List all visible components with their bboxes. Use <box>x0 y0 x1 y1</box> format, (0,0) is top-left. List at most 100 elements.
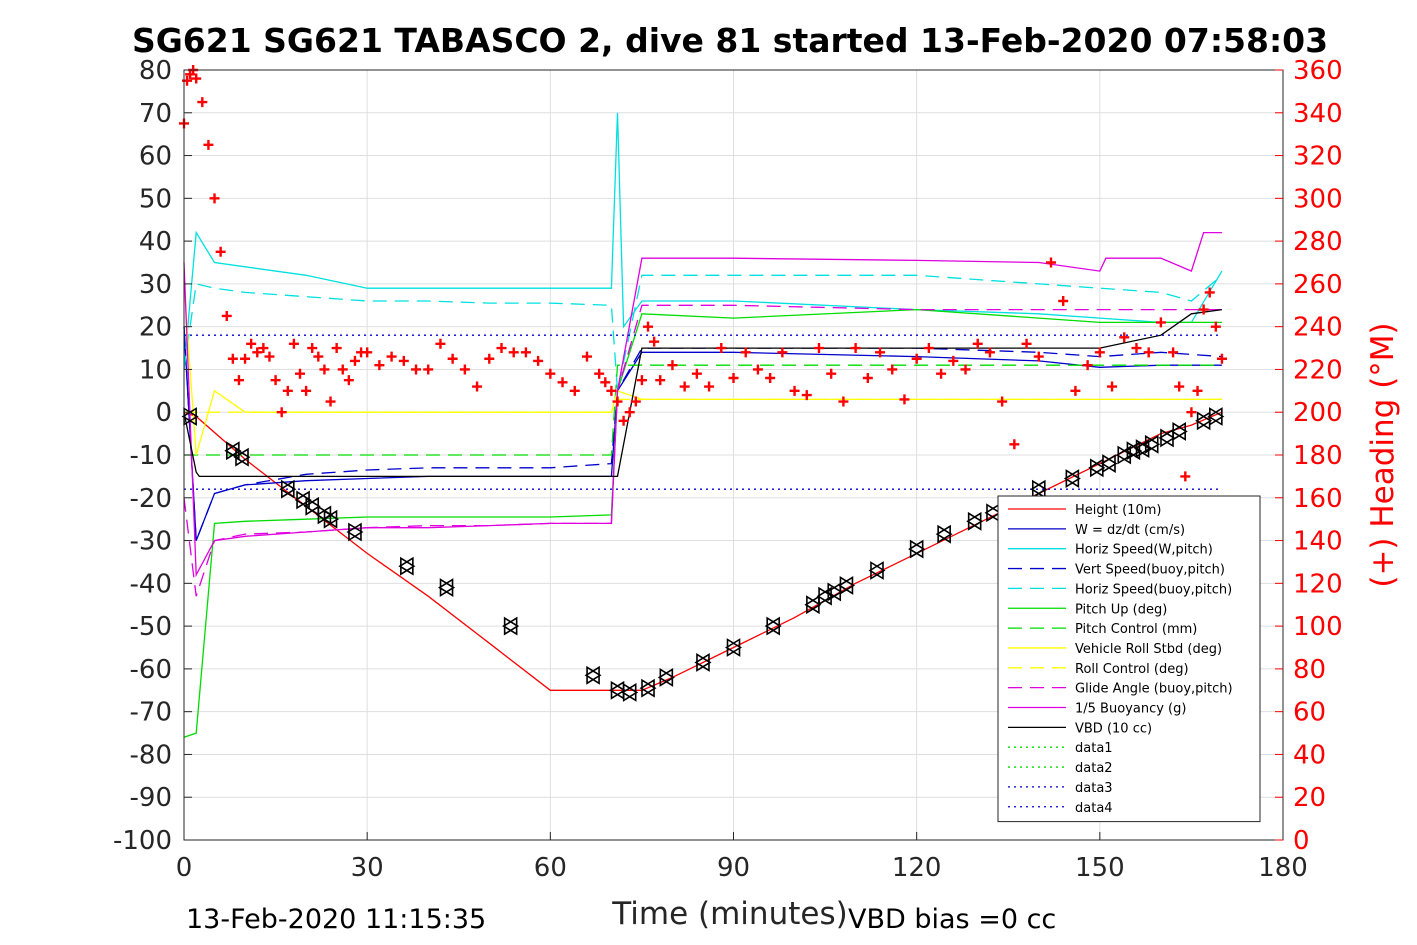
heading-marker <box>533 355 544 366</box>
heading-marker <box>215 246 226 257</box>
height-marker-right <box>1102 454 1118 473</box>
y-tick-label: 40 <box>139 227 172 257</box>
y-right-tick-label: 340 <box>1293 99 1343 129</box>
footer-timestamp: 13-Feb-2020 11:15:35 <box>186 904 486 935</box>
footer-vbd-bias: VBD bias =0 cc <box>848 904 1056 935</box>
heading-marker <box>875 347 886 358</box>
height-marker-right <box>909 539 926 559</box>
heading-marker <box>636 375 647 386</box>
legend-label-11: VBD (10 cc) <box>1075 721 1152 736</box>
height-marker-right <box>1089 458 1106 478</box>
heading-marker <box>1204 287 1215 298</box>
heading-marker <box>624 407 635 418</box>
heading-marker <box>826 368 837 379</box>
heading-marker <box>282 385 293 396</box>
heading-marker <box>899 394 910 405</box>
heading-marker <box>508 347 519 358</box>
height-marker-right <box>323 509 340 529</box>
heading-marker <box>960 364 971 375</box>
y-tick-label: -50 <box>130 612 172 642</box>
heading-marker <box>362 347 373 358</box>
height-marker-right <box>870 561 886 580</box>
heading-marker <box>496 343 507 354</box>
height-marker-right <box>766 616 782 636</box>
y-right-tick-label: 280 <box>1293 227 1343 257</box>
heading-marker <box>752 364 763 375</box>
y-right-tick-label: 300 <box>1293 184 1343 214</box>
heading-marker <box>716 343 727 354</box>
y-tick-label: 30 <box>139 270 172 300</box>
height-marker-right <box>1065 469 1081 488</box>
legend-label-0: Height (10m) <box>1075 503 1161 518</box>
y-tick-label: -70 <box>130 698 172 728</box>
x-tick-label: 90 <box>717 853 750 883</box>
heading-marker <box>813 343 824 354</box>
heading-marker <box>643 321 654 332</box>
y-tick-label: 20 <box>139 313 172 343</box>
heading-marker <box>1094 347 1105 358</box>
y-tick-label: -10 <box>130 441 172 471</box>
heading-marker <box>679 381 690 392</box>
y-axis-right-label: (+) Heading (°M) <box>1365 322 1401 587</box>
heading-marker <box>191 73 202 84</box>
height-marker-right <box>696 653 712 672</box>
y-tick-label: -20 <box>130 484 172 514</box>
heading-marker <box>612 396 623 407</box>
heading-marker <box>343 375 354 386</box>
height-marker-right <box>1196 411 1213 431</box>
legend-label-13: data2 <box>1075 761 1113 776</box>
legend-box <box>997 495 1261 823</box>
height-marker-right <box>986 503 1002 523</box>
heading-marker <box>838 396 849 407</box>
heading-marker <box>252 347 263 358</box>
heading-marker <box>691 368 702 379</box>
heading-marker <box>777 347 788 358</box>
height-marker-right <box>967 511 984 531</box>
x-tick-label: 30 <box>351 853 384 883</box>
heading-marker <box>649 336 660 347</box>
legend-label-10: 1/5 Buoyancy (g) <box>1075 702 1186 717</box>
heading-marker <box>233 375 244 386</box>
chart-title: SG621 SG621 TABASCO 2, dive 81 started 1… <box>132 21 1328 60</box>
y-tick-label: -80 <box>130 740 172 770</box>
legend-label-7: Vehicle Roll Stbd (deg) <box>1075 642 1222 657</box>
heading-marker <box>398 355 409 366</box>
height-marker-right <box>1117 445 1133 465</box>
heading-marker <box>288 338 299 349</box>
height-marker-right <box>1144 434 1161 454</box>
height-marker-right <box>622 682 639 702</box>
heading-marker <box>1186 407 1197 418</box>
y-right-tick-label: 140 <box>1293 527 1343 557</box>
heading-marker <box>1143 347 1154 358</box>
heading-marker <box>1198 304 1209 315</box>
height-marker-right <box>937 524 953 544</box>
legend-label-2: Horiz Speed(W,pitch) <box>1075 543 1213 558</box>
y-tick-label: 60 <box>139 142 172 172</box>
y-tick-label: 70 <box>139 99 172 129</box>
heading-marker <box>221 310 232 321</box>
y-tick-label: -90 <box>130 783 172 813</box>
heading-marker <box>484 353 495 364</box>
heading-marker <box>740 347 751 358</box>
y-right-tick-label: 360 <box>1293 56 1343 86</box>
heading-marker <box>936 368 947 379</box>
height-marker-right <box>305 496 321 516</box>
y-tick-label: -100 <box>113 826 172 856</box>
heading-marker <box>1216 353 1227 364</box>
height-marker-right <box>1135 439 1152 459</box>
y-right-tick-label: 240 <box>1293 313 1343 343</box>
heading-markers <box>179 65 1227 482</box>
height-marker-right <box>280 479 297 499</box>
legend-label-15: data4 <box>1075 801 1113 816</box>
series-line-4 <box>183 274 1223 391</box>
height-marker-right <box>439 578 456 598</box>
heading-marker <box>325 396 336 407</box>
heading-marker <box>349 355 360 366</box>
height-marker-right <box>400 556 416 576</box>
y-right-tick-label: 0 <box>1293 826 1310 856</box>
heading-marker <box>765 373 776 383</box>
height-markers <box>181 407 1225 702</box>
y-tick-label: -40 <box>130 569 172 599</box>
heading-marker <box>1033 351 1044 362</box>
